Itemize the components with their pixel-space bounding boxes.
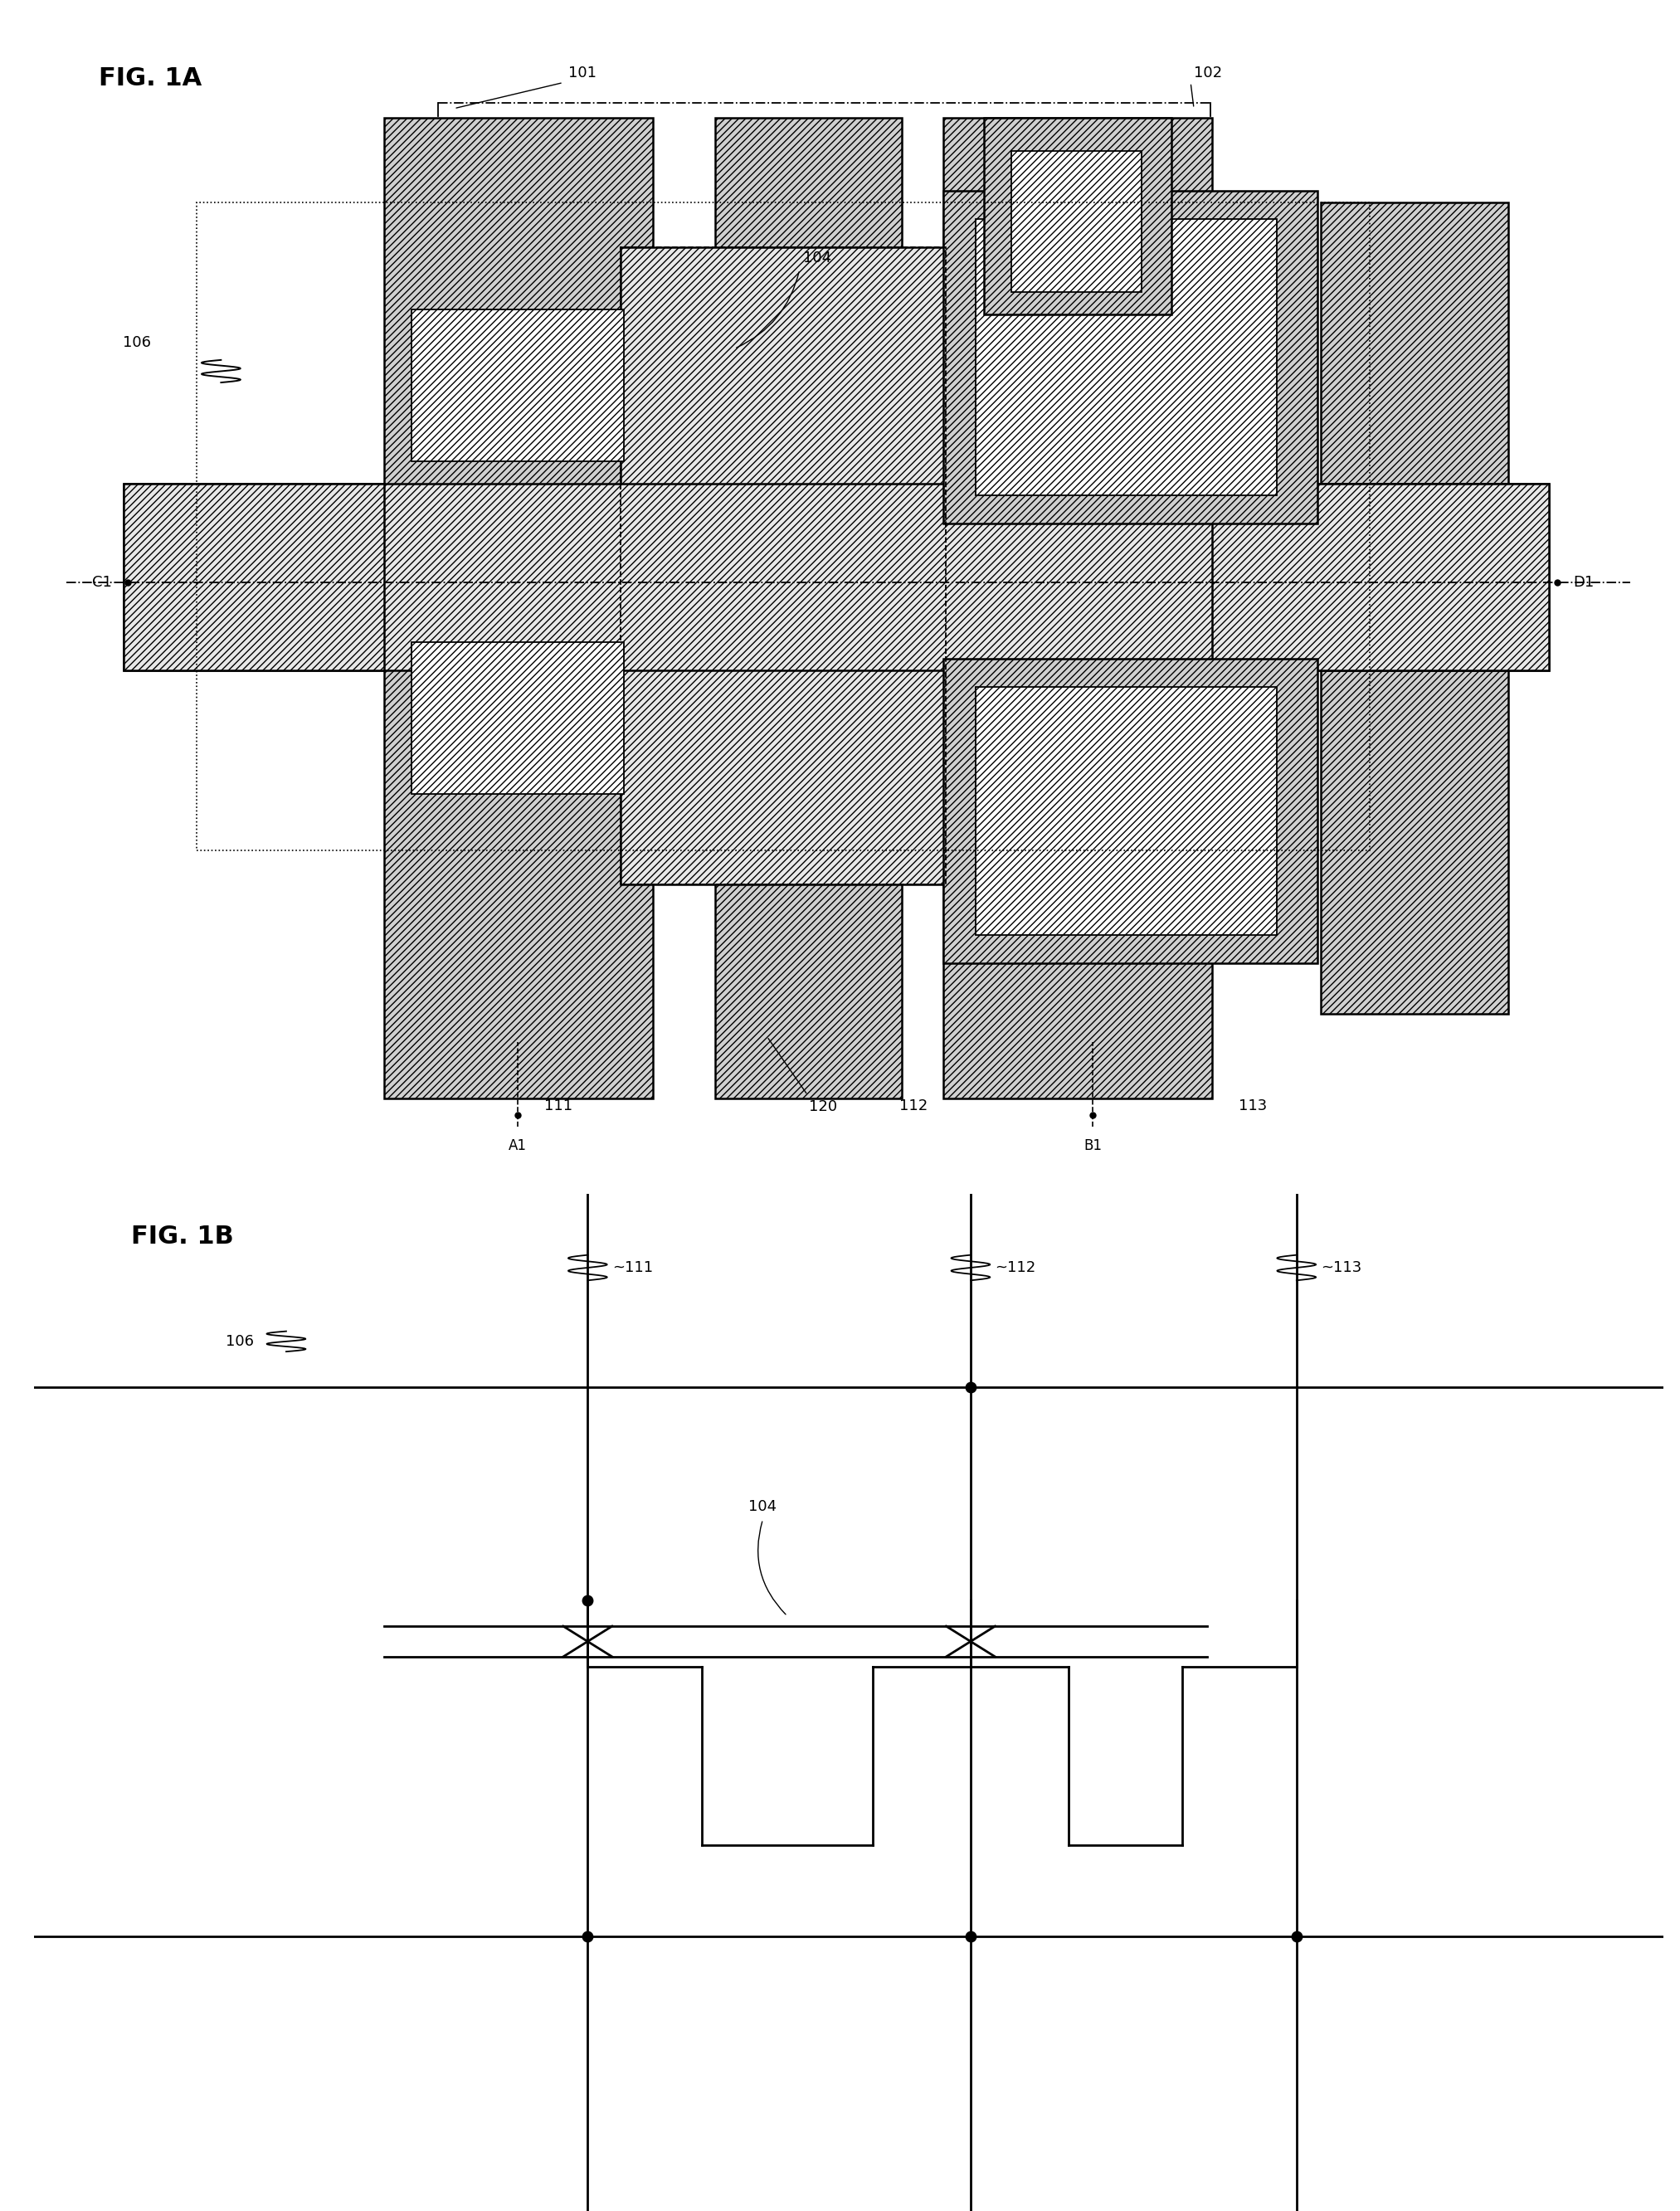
Bar	[385, 117, 654, 1099]
Bar	[942, 659, 1317, 964]
Bar	[620, 248, 946, 884]
Bar	[412, 310, 623, 462]
Bar	[123, 484, 1549, 670]
Text: 111: 111	[544, 1099, 573, 1114]
Text: B1: B1	[1084, 1139, 1102, 1152]
Text: 106: 106	[123, 336, 151, 352]
Bar	[976, 219, 1277, 495]
Bar	[412, 641, 623, 794]
Bar	[1320, 201, 1509, 1015]
Bar	[714, 117, 902, 1099]
Bar	[984, 117, 1171, 314]
Text: 102: 102	[1194, 66, 1221, 80]
Text: D1: D1	[1574, 575, 1594, 590]
Text: 120: 120	[810, 1099, 838, 1114]
Bar	[1211, 484, 1549, 670]
Text: 104: 104	[749, 1499, 778, 1515]
Bar	[123, 484, 385, 670]
Text: A1: A1	[509, 1139, 528, 1152]
Text: 113: 113	[1238, 1099, 1267, 1114]
Bar	[620, 248, 946, 884]
Text: ~113: ~113	[1320, 1260, 1362, 1276]
Text: FIG. 1A: FIG. 1A	[99, 66, 202, 91]
Text: ~112: ~112	[995, 1260, 1037, 1276]
Text: 112: 112	[899, 1099, 927, 1114]
Bar	[1011, 150, 1142, 292]
Text: 104: 104	[803, 250, 832, 265]
Text: FIG. 1B: FIG. 1B	[131, 1225, 234, 1249]
Bar	[942, 117, 1211, 1099]
Bar	[197, 201, 1369, 851]
Bar	[976, 688, 1277, 935]
Text: ~111: ~111	[612, 1260, 654, 1276]
Text: C1: C1	[92, 575, 113, 590]
Text: 106: 106	[225, 1333, 254, 1349]
Text: 101: 101	[568, 66, 596, 80]
Bar	[942, 190, 1317, 524]
